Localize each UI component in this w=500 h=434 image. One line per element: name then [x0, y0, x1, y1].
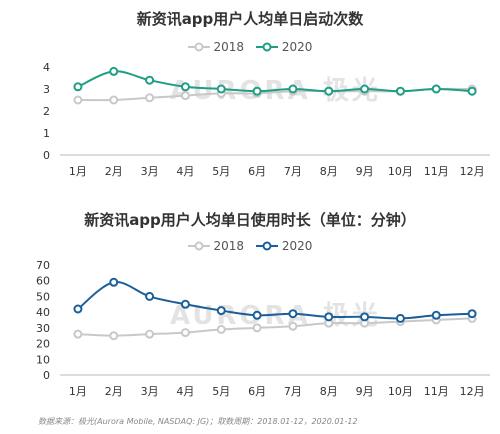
series-line-2020	[77, 281, 473, 320]
legend-item-2018: 2018	[187, 239, 245, 253]
data-point-2018	[288, 321, 298, 331]
data-point-2020	[73, 304, 83, 314]
x-tick-label: 6月	[248, 385, 266, 398]
y-tick-label: 60	[36, 275, 50, 288]
x-tick-label: 7月	[284, 165, 302, 178]
data-point-2020	[180, 82, 190, 92]
data-point-2020	[145, 75, 155, 85]
data-point-2020	[288, 309, 298, 319]
x-tick-label: 8月	[320, 165, 338, 178]
x-tick-label: 12月	[460, 385, 485, 398]
data-point-2018	[180, 91, 190, 101]
y-tick-label: 50	[36, 290, 50, 303]
data-point-2020	[431, 84, 441, 94]
x-tick-label: 11月	[424, 165, 449, 178]
y-tick-label: 20	[36, 338, 50, 351]
x-tick-label: 2月	[105, 385, 123, 398]
plot-area: 0 1 2 3 4 1月 2月 3月 4月 5月 6月 7月 8月 9月 10月 11月 12月	[43, 61, 490, 178]
data-point-2018	[252, 323, 262, 333]
x-tick-label: 1月	[69, 165, 87, 178]
data-point-2020	[73, 82, 83, 92]
legend-marker-2020	[255, 42, 278, 52]
data-point-2020	[216, 306, 226, 316]
data-point-2020	[431, 310, 441, 320]
legend: 2018 2020	[0, 239, 500, 254]
legend-marker-2018	[187, 241, 210, 251]
legend-label-2020: 2020	[281, 239, 313, 253]
data-point-2020	[216, 84, 226, 94]
x-tick-label: 10月	[388, 165, 413, 178]
x-tick-label: 12月	[460, 165, 485, 178]
y-tick-label: 3	[43, 83, 50, 96]
data-point-2020	[467, 86, 477, 96]
chart-title: 新资讯app用户人均单日使用时长（单位：分钟）	[84, 211, 416, 229]
y-tick-label: 10	[36, 353, 50, 366]
legend-marker-2020	[255, 241, 278, 251]
plot-area: 0 10 20 30 40 50 60 70 1月 2月 3月 4月 5月 6月 7月 8月 9月 10月 11月 1…	[36, 259, 490, 398]
data-point-2018	[180, 328, 190, 338]
y-tick-label: 40	[36, 306, 50, 319]
data-point-2020	[109, 277, 119, 287]
x-tick-label: 2月	[105, 165, 123, 178]
x-tick-label: 9月	[356, 165, 374, 178]
x-tick-label: 4月	[176, 165, 194, 178]
data-point-2018	[109, 95, 119, 105]
x-tick-label: 6月	[248, 165, 266, 178]
data-point-2020	[109, 66, 119, 76]
data-source-note: 数据来源：极光(Aurora Mobile, NASDAQ: JG)；取数周期：…	[38, 417, 358, 426]
x-tick-label: 11月	[424, 385, 449, 398]
data-point-2020	[324, 312, 334, 322]
y-tick-label: 0	[43, 149, 50, 162]
data-point-2020	[395, 313, 405, 323]
data-point-2020	[180, 299, 190, 309]
legend-item-2020: 2020	[255, 40, 313, 54]
legend-label-2018: 2018	[213, 40, 245, 54]
y-tick-label: 70	[36, 259, 50, 272]
data-point-2020	[252, 310, 262, 320]
x-tick-label: 3月	[141, 165, 159, 178]
legend-item-2018: 2018	[187, 40, 245, 54]
data-point-2020	[324, 86, 334, 96]
legend-item-2020: 2020	[255, 239, 313, 253]
x-tick-label: 10月	[388, 385, 413, 398]
x-tick-label: 4月	[176, 385, 194, 398]
chart-title: 新资讯app用户人均单日启动次数	[136, 10, 364, 28]
data-point-2018	[73, 95, 83, 105]
data-point-2020	[360, 84, 370, 94]
y-tick-label: 4	[43, 61, 50, 74]
series-line-2020	[77, 70, 473, 93]
legend-label-2020: 2020	[281, 40, 313, 54]
series-line-2018	[77, 317, 473, 337]
y-tick-label: 2	[43, 105, 50, 118]
x-tick-label: 1月	[69, 385, 87, 398]
data-point-2020	[145, 291, 155, 301]
x-tick-label: 5月	[212, 385, 230, 398]
data-point-2018	[216, 324, 226, 334]
data-point-2020	[360, 312, 370, 322]
x-tick-label: 7月	[284, 385, 302, 398]
legend-marker-2018	[187, 42, 210, 52]
data-point-2018	[145, 93, 155, 103]
x-tick-label: 3月	[141, 385, 159, 398]
data-point-2018	[73, 329, 83, 339]
x-tick-label: 8月	[320, 385, 338, 398]
legend: 2018 2020	[0, 40, 500, 55]
data-point-2018	[109, 331, 119, 341]
data-point-2020	[252, 86, 262, 96]
y-tick-label: 30	[36, 322, 50, 335]
data-point-2020	[467, 309, 477, 319]
data-point-2018	[145, 329, 155, 339]
legend-label-2018: 2018	[213, 239, 245, 253]
y-tick-label: 0	[43, 369, 50, 382]
x-tick-label: 5月	[212, 165, 230, 178]
data-point-2020	[395, 86, 405, 96]
y-tick-label: 1	[43, 127, 50, 140]
x-tick-label: 9月	[356, 385, 374, 398]
data-point-2020	[288, 84, 298, 94]
chart-usage-duration: 新资讯app用户人均单日使用时长（单位：分钟） 2018 2020 AURORA…	[0, 205, 500, 415]
